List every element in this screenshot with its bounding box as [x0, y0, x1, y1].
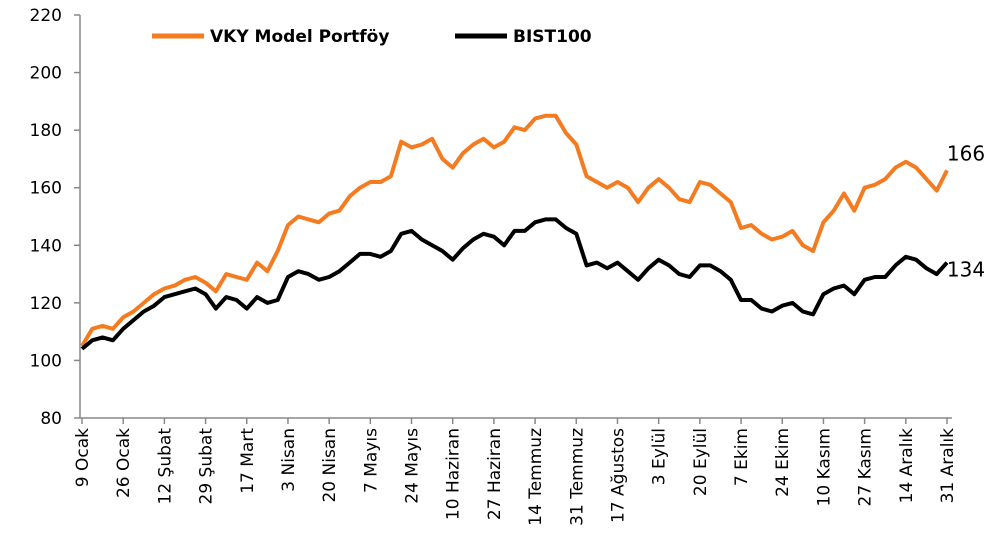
- x-tick-label: 31 Temmuz: [567, 428, 587, 526]
- x-tick-label: 10 Haziran: [444, 428, 464, 520]
- y-tick-label: 160: [30, 179, 62, 199]
- x-tick-label: 24 Mayıs: [403, 428, 423, 504]
- x-tick-label: 14 Aralık: [897, 428, 917, 504]
- x-tick-label: 29 Şubat: [197, 428, 217, 505]
- legend-label: BIST100: [513, 27, 592, 47]
- x-tick-label: 9 Ocak: [73, 428, 93, 487]
- x-tick-label: 17 Mart: [238, 428, 258, 494]
- x-tick-label: 3 Nisan: [279, 428, 299, 492]
- x-tick-label: 26 Ocak: [114, 428, 134, 498]
- x-tick-label: 10 Kasım: [814, 428, 834, 506]
- y-tick-label: 200: [30, 64, 62, 84]
- end-label: 134: [947, 258, 985, 282]
- x-tick-label: 20 Nisan: [320, 428, 340, 503]
- x-tick-label: 27 Haziran: [485, 428, 505, 520]
- y-tick-label: 100: [30, 351, 62, 371]
- x-tick-label: 7 Ekim: [732, 428, 752, 486]
- y-tick-label: 80: [40, 409, 62, 429]
- x-tick-label: 20 Eylül: [691, 428, 711, 496]
- y-tick-label: 120: [30, 294, 62, 314]
- x-tick-label: 3 Eylül: [650, 428, 670, 485]
- x-tick-label: 31 Aralık: [938, 428, 958, 504]
- y-tick-label: 220: [30, 6, 62, 26]
- x-tick-label: 24 Ekim: [773, 428, 793, 497]
- legend-label: VKY Model Portföy: [210, 27, 389, 47]
- series-line: [80, 217, 949, 351]
- series-line: [80, 113, 949, 348]
- x-tick-label: 17 Ağustos: [608, 428, 628, 523]
- y-tick-label: 180: [30, 121, 62, 141]
- end-label: 166: [947, 141, 985, 165]
- y-tick-label: 140: [30, 236, 62, 256]
- x-tick-label: 7 Mayıs: [361, 428, 381, 493]
- x-tick-label: 14 Temmuz: [526, 428, 546, 526]
- x-tick-label: 27 Kasım: [856, 428, 876, 506]
- x-tick-label: 12 Şubat: [155, 428, 175, 505]
